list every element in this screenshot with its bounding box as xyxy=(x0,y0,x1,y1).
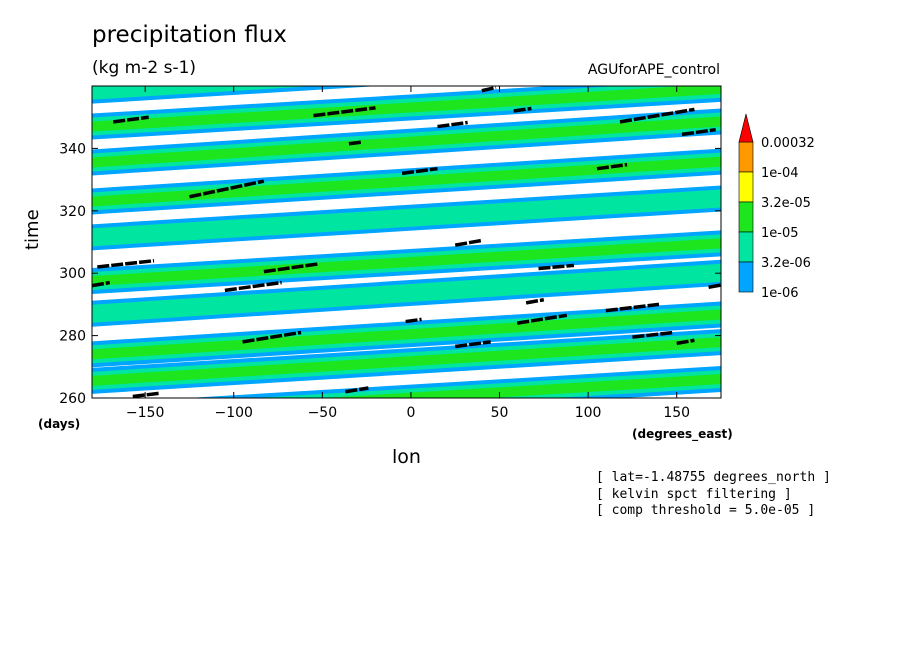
x-tick-label: 0 xyxy=(406,405,415,421)
colorbar-arrow xyxy=(738,113,754,143)
kelvin-segment xyxy=(437,120,468,129)
kelvin-segment xyxy=(481,86,497,93)
band-10-level-1 xyxy=(92,86,314,100)
precipitation-bands xyxy=(92,86,721,398)
kelvin-segment xyxy=(313,106,376,118)
kelvin-segment xyxy=(224,280,282,293)
band-3-level-1 xyxy=(92,189,721,247)
band-4-level-2 xyxy=(92,238,721,286)
band-5-level-1 xyxy=(92,263,721,323)
x-tick-label: −150 xyxy=(126,405,164,421)
x-axis-label: lon xyxy=(392,446,421,468)
y-tick-label: 300 xyxy=(59,266,86,282)
band-8-level-2 xyxy=(321,374,721,398)
x-tick-label: −50 xyxy=(308,405,338,421)
kelvin-segment xyxy=(516,313,568,325)
colorbar-label: 1e-05 xyxy=(761,226,799,241)
kelvin-segment xyxy=(348,140,362,146)
colorbar: 0.00032 1e-04 3.2e-05 1e-05 3.2e-06 1e-06 xyxy=(738,113,815,301)
colorbar-box xyxy=(738,171,754,203)
kelvin-segment xyxy=(97,258,155,269)
kelvin-segment xyxy=(596,162,628,171)
kelvin-segment xyxy=(676,338,695,346)
y-tick-label: 320 xyxy=(59,204,86,220)
x-tick-label: 100 xyxy=(575,405,602,421)
kelvin-segment xyxy=(345,386,369,394)
kelvin-segment xyxy=(189,179,265,199)
kelvin-segment xyxy=(632,330,674,339)
kelvin-segment xyxy=(619,107,695,124)
band-0-level-2 xyxy=(92,86,721,132)
kelvin-segment xyxy=(405,317,422,324)
kelvin-segment xyxy=(454,238,483,247)
chart-title: precipitation flux xyxy=(92,22,287,48)
annotation-threshold: [ comp threshold = 5.0e-05 ] xyxy=(596,503,816,518)
kelvin-segment xyxy=(538,263,575,271)
x-tick-label: 150 xyxy=(663,405,690,421)
band-1-level-2 xyxy=(92,116,721,168)
chart-units: (kg m-2 s-1) xyxy=(92,58,197,78)
annotation-latitude: [ lat=-1.48755 degrees_north ] xyxy=(596,470,831,485)
kelvin-segment xyxy=(92,280,111,288)
colorbar-label: 1e-04 xyxy=(761,166,799,181)
band-2-level-2 xyxy=(92,156,721,207)
kelvin-segment xyxy=(113,115,149,124)
colorbar-box xyxy=(738,261,754,293)
kelvin-segment xyxy=(401,166,438,176)
plot-frame xyxy=(91,85,722,399)
kelvin-segment xyxy=(525,297,545,305)
colorbar-box xyxy=(738,141,754,173)
band-7-level-2 xyxy=(92,337,721,386)
band-6-level-2 xyxy=(92,309,721,360)
colorbar-label: 3.2e-06 xyxy=(761,256,811,271)
kelvin-segment xyxy=(513,106,532,113)
y-tick-label: 280 xyxy=(59,329,86,345)
x-axis: −150 −100 −50 0 50 100 150 xyxy=(126,86,690,421)
y-axis-unit: (days) xyxy=(38,417,81,431)
colorbar-box xyxy=(738,201,754,233)
kelvin-segment xyxy=(708,283,721,289)
colorbar-box xyxy=(738,231,754,263)
y-axis: 260 280 300 320 340 xyxy=(59,141,721,407)
x-tick-label: −100 xyxy=(215,405,253,421)
kelvin-segment xyxy=(605,302,660,313)
kelvin-segment xyxy=(132,391,160,398)
annotation-filter: [ kelvin spct filtering ] xyxy=(596,487,792,502)
kelvin-segment xyxy=(681,127,716,137)
colorbar-label: 1e-06 xyxy=(761,286,799,301)
kelvin-contours xyxy=(92,86,721,398)
x-tick-label: 50 xyxy=(491,405,509,421)
y-tick-label: 260 xyxy=(59,391,86,407)
dataset-name: AGUforAPE_control xyxy=(587,62,720,78)
colorbar-label: 0.00032 xyxy=(761,136,815,151)
kelvin-segment xyxy=(454,340,491,349)
kelvin-segment xyxy=(242,330,302,344)
kelvin-segment xyxy=(263,262,320,274)
x-axis-unit: (degrees_east) xyxy=(632,427,733,441)
y-axis-label: time xyxy=(22,209,43,250)
y-tick-label: 340 xyxy=(59,141,86,157)
colorbar-label: 3.2e-05 xyxy=(761,196,811,211)
